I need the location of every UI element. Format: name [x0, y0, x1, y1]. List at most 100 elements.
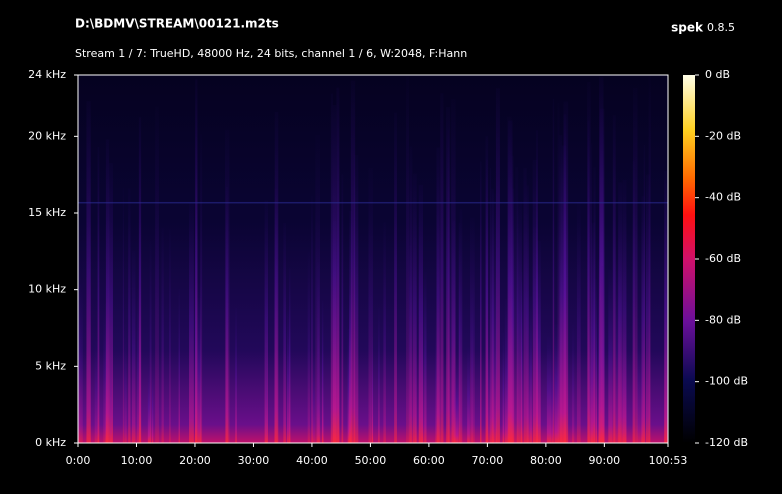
spectrogram-stripe	[378, 307, 380, 443]
spectrogram-stripe	[307, 252, 311, 443]
spectrogram-stripe	[283, 223, 286, 443]
spectrogram-stripe	[536, 240, 541, 443]
spectrogram-stripe	[147, 368, 151, 443]
spectrogram-stripe	[421, 279, 426, 443]
y-tick-label: 24 kHz	[28, 68, 66, 81]
spectrogram-stripe	[588, 308, 593, 443]
spectrogram-stripe	[412, 173, 417, 443]
spectrogram-stripe	[110, 341, 112, 443]
colorbar-tick-label: -100 dB	[705, 375, 748, 388]
x-tick-label: 80:00	[530, 454, 562, 467]
spectrogram-stripe	[648, 76, 651, 443]
spectrogram-stripe	[449, 240, 454, 443]
spectrogram-stripe	[453, 363, 459, 443]
x-tick-label: 40:00	[296, 454, 328, 467]
spectrogram-stripe	[489, 168, 492, 444]
x-tick-label: 50:00	[355, 454, 387, 467]
spectrogram-stripe	[169, 229, 171, 443]
spectrogram-stripe	[599, 77, 604, 443]
x-tick-label: 30:00	[238, 454, 270, 467]
spectrogram-stripe	[354, 155, 359, 443]
spectrogram-stripe	[105, 139, 110, 443]
spectrogram-stripe	[394, 112, 397, 443]
spectrogram-stripe	[315, 134, 321, 444]
spectrogram-stripe	[523, 167, 527, 444]
y-tick-label: 5 kHz	[35, 359, 66, 372]
spectrogram-stripe	[235, 307, 237, 443]
spectrogram-stripe	[517, 201, 522, 443]
spectrogram-stripe	[155, 106, 159, 444]
y-tick-label: 15 kHz	[28, 206, 66, 219]
x-tick-label: 100:53	[649, 454, 688, 467]
spectrogram-stripe	[123, 324, 127, 443]
spectrogram-stripe	[332, 105, 337, 443]
colorbar-tick-label: -40 dB	[705, 191, 741, 204]
x-tick-label: 60:00	[413, 454, 445, 467]
spectrogram-stripe	[274, 111, 279, 444]
file-title: D:\BDMV\STREAM\00121.m2ts	[75, 17, 279, 31]
spectrogram-stripe	[440, 93, 444, 443]
spectrogram-stripe	[511, 188, 515, 443]
spectrogram-stripe	[640, 316, 642, 443]
spectrogram-stripe	[311, 195, 313, 443]
y-tick-label: 0 kHz	[35, 436, 66, 449]
spectrogram-stripe	[178, 289, 180, 443]
spectrogram-stripe	[576, 202, 581, 443]
spectrogram-stripe	[641, 196, 645, 443]
spectrogram-stripe	[224, 129, 230, 443]
spectrogram-stripe	[561, 145, 566, 444]
spectrogram-stripe	[97, 147, 100, 443]
spectrogram-stripe	[188, 202, 194, 443]
spectrogram-stripe	[536, 130, 538, 443]
spectrogram-stripe	[591, 222, 596, 443]
spectrogram-stripe	[330, 93, 333, 443]
spectrogram-stripe	[587, 81, 591, 443]
spectrogram-stripe	[480, 161, 482, 443]
spectrogram-stripe	[368, 167, 373, 443]
spectrogram-stripe	[595, 278, 598, 443]
spectrogram-stripe	[122, 187, 124, 443]
spectrogram-stripe	[507, 116, 512, 443]
spectrogram-stripe	[645, 174, 651, 443]
spectrogram-stripe	[286, 310, 290, 443]
spectrogram-stripe	[436, 147, 440, 443]
colorbar-tick-label: -120 dB	[705, 436, 748, 449]
spectrogram-stripe	[161, 227, 164, 443]
x-tick-label: 0:00	[66, 454, 91, 467]
spectrogram-stripe	[131, 250, 136, 443]
spectrogram-stripe	[125, 344, 127, 443]
spectrogram-stripe	[78, 252, 81, 443]
spectrogram-stripe	[103, 311, 106, 443]
spectrogram-hum-line	[78, 201, 668, 204]
spectrogram-stripe	[78, 284, 83, 443]
spectrogram-stripe	[321, 300, 324, 443]
colorbar	[683, 75, 695, 443]
spectrogram-stripe	[664, 180, 666, 444]
colorbar-tick-label: -60 dB	[705, 252, 741, 265]
spectrogram-stripe	[532, 159, 538, 443]
spectrogram-stripe	[459, 209, 463, 443]
spectrogram-stripe	[197, 297, 202, 443]
spectrogram-stripe	[504, 298, 509, 443]
spectrogram-stripe	[312, 351, 315, 443]
spectrogram-stripe	[485, 159, 489, 443]
spectrogram-stripe	[458, 222, 461, 443]
spectrogram	[78, 75, 668, 444]
spectrogram-stripe	[557, 102, 560, 443]
spectrogram-stripe	[264, 200, 269, 443]
spectrogram-stripe	[194, 237, 197, 443]
y-tick-label: 20 kHz	[28, 129, 66, 142]
spectrogram-stripe	[526, 185, 529, 444]
spectrogram-stripe	[289, 268, 291, 443]
spectrogram-stripe	[341, 174, 344, 443]
spectrogram-stripe	[467, 347, 470, 443]
spectrogram-stripe	[559, 135, 563, 443]
spectrogram-stripe	[138, 117, 142, 444]
plot-frame	[77, 74, 669, 444]
spectrogram-stripe	[529, 296, 532, 443]
spectrogram-stripe	[86, 101, 91, 443]
spectrogram-stripe	[409, 146, 413, 444]
spectrogram-stripe	[491, 188, 494, 443]
spectrogram-stripe	[149, 240, 152, 443]
spectrogram-stripe	[406, 76, 410, 443]
